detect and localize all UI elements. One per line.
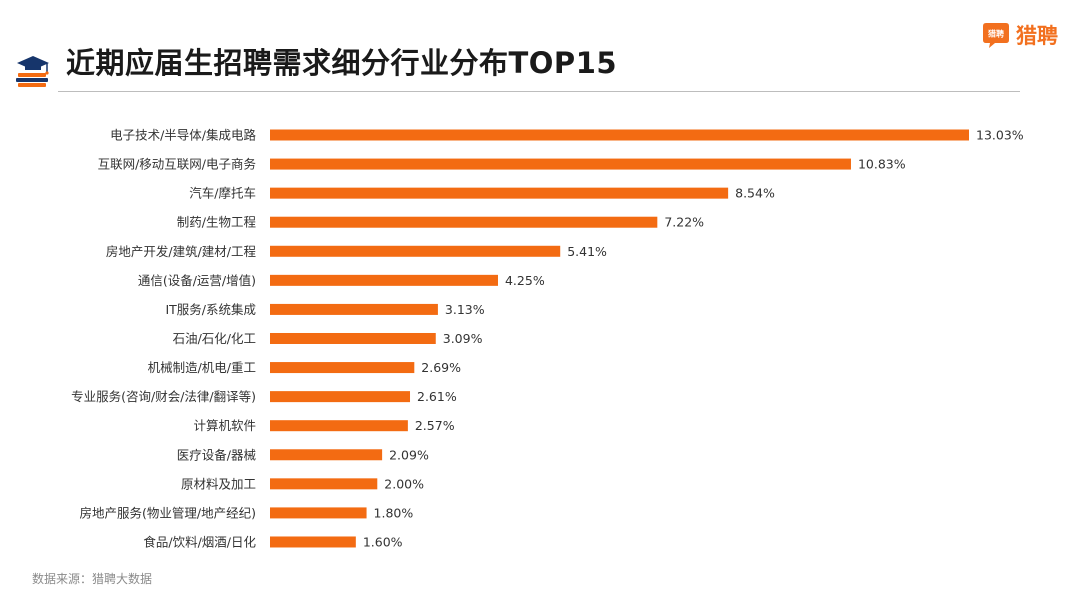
category-label: 房地产开发/建筑/建材/工程 <box>106 244 257 259</box>
bar <box>270 449 383 461</box>
title-divider <box>58 91 1020 92</box>
liepin-logo-icon: 猎聘 <box>983 23 1009 48</box>
category-label: 制药/生物工程 <box>177 215 257 230</box>
category-label: 汽车/摩托车 <box>189 186 256 201</box>
value-label: 2.61% <box>417 389 457 404</box>
bar <box>270 187 729 199</box>
value-label: 1.80% <box>374 505 414 520</box>
category-label: 计算机软件 <box>193 418 256 433</box>
value-label: 5.41% <box>567 244 607 259</box>
brand-logo: 猎聘 猎聘 <box>981 20 1058 50</box>
category-label: 互联网/移动互联网/电子商务 <box>98 157 256 172</box>
bar <box>270 274 498 286</box>
bar <box>270 536 356 548</box>
bar <box>270 420 408 432</box>
category-label: IT服务/系统集成 <box>165 302 256 317</box>
bar <box>270 362 415 374</box>
bar <box>270 332 436 344</box>
page-title: 近期应届生招聘需求细分行业分布TOP15 <box>66 46 618 80</box>
bar <box>270 478 378 490</box>
category-label: 食品/饮料/烟酒/日化 <box>143 534 256 549</box>
value-label: 2.09% <box>389 447 429 462</box>
category-label: 石油/石化/化工 <box>173 331 256 346</box>
data-source-note: 数据来源：猎聘大数据 <box>32 572 153 586</box>
value-label: 8.54% <box>735 186 775 201</box>
value-label: 2.00% <box>384 476 424 491</box>
category-label: 通信(设备/运营/增值) <box>138 273 256 288</box>
category-label: 电子技术/半导体/集成电路 <box>110 128 256 143</box>
value-label: 4.25% <box>505 273 545 288</box>
bar <box>270 158 851 170</box>
category-label: 机械制造/机电/重工 <box>148 360 256 375</box>
value-label: 1.60% <box>363 534 403 549</box>
bar <box>270 245 561 257</box>
value-label: 2.69% <box>421 360 461 375</box>
bar <box>270 391 411 403</box>
category-label: 医疗设备/器械 <box>177 447 257 462</box>
category-label: 原材料及加工 <box>181 476 256 491</box>
value-label: 2.57% <box>415 418 455 433</box>
category-label: 房地产服务(物业管理/地产经纪) <box>80 505 256 520</box>
value-label: 10.83% <box>858 157 906 172</box>
brand-name: 猎聘 <box>1016 24 1058 48</box>
bar <box>270 507 367 519</box>
value-label: 13.03% <box>976 128 1024 143</box>
books-graduation-cap-icon <box>16 56 49 87</box>
value-label: 7.22% <box>664 215 704 230</box>
bar <box>270 303 438 315</box>
value-label: 3.09% <box>443 331 483 346</box>
bar <box>270 216 658 228</box>
value-label: 3.13% <box>445 302 485 317</box>
category-label: 专业服务(咨询/财会/法律/翻译等) <box>71 389 256 404</box>
bar <box>270 129 969 141</box>
brand-icon-text: 猎聘 <box>987 29 1004 39</box>
